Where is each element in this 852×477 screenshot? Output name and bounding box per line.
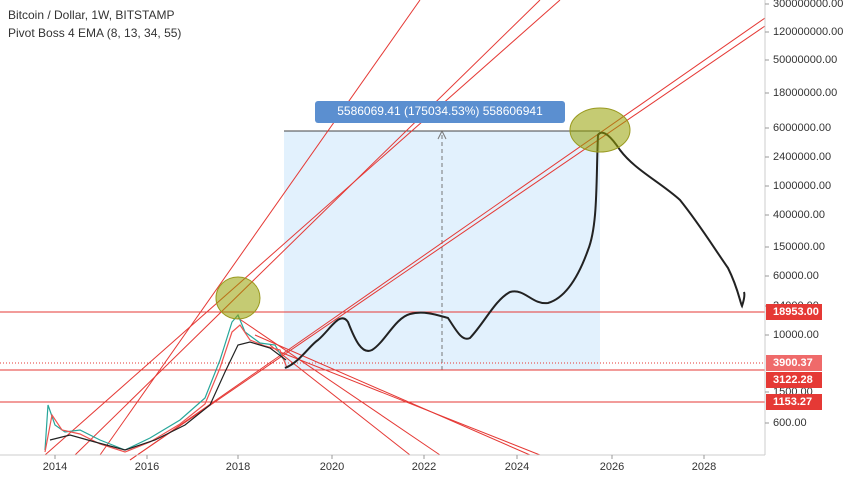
price-badge-label: 3122.28 — [773, 374, 813, 386]
time-tick-label: 2020 — [320, 461, 344, 473]
price-badge — [766, 394, 822, 410]
price-tick-label: 600.00 — [773, 417, 807, 429]
indicator-label: Pivot Boss 4 EMA (8, 13, 34, 55) — [8, 26, 181, 40]
price-tick-label: 10000.00 — [773, 329, 819, 341]
projection-curve — [284, 131, 746, 369]
time-tick-label: 2028 — [692, 461, 716, 473]
price-badge — [766, 355, 822, 371]
highlight-circle — [569, 107, 631, 153]
price-tick-label: 1000000.00 — [773, 180, 831, 192]
price-badge-label: 18953.00 — [773, 306, 819, 318]
time-tick-label: 2018 — [226, 461, 250, 473]
trend-lines — [0, 0, 766, 461]
price-series — [44, 313, 288, 453]
price-tick-label: 18000000.00 — [773, 87, 837, 99]
measure-label-box — [315, 101, 565, 123]
price-tick-label: 2400000.00 — [773, 151, 831, 163]
price-tick-label: 400000.00 — [773, 209, 825, 221]
time-tick-label: 2016 — [135, 461, 159, 473]
measure-label: 5586069.41 (175034.53%) 558606941 — [337, 104, 543, 118]
time-tick-label: 2022 — [412, 461, 436, 473]
price-badge-label: 3900.37 — [773, 357, 813, 369]
time-tick-label: 2024 — [505, 461, 529, 473]
price-tick-label: 300000000.00 — [773, 0, 843, 10]
price-tick-label: 150000.00 — [773, 241, 825, 253]
price-badge-label: 1153.27 — [773, 396, 812, 408]
price-tick-label: 120000000.00 — [773, 26, 843, 38]
chart-title: Bitcoin / Dollar, 1W, BITSTAMP — [8, 8, 175, 22]
price-badge — [766, 304, 822, 320]
price-tick-label: 6000000.00 — [773, 122, 831, 134]
price-tick-label: 50000000.00 — [773, 54, 837, 66]
highlight-circle — [215, 276, 261, 320]
time-tick-label: 2026 — [600, 461, 624, 473]
price-badge — [766, 372, 822, 388]
time-tick-label: 2014 — [43, 461, 67, 473]
price-tick-label: 60000.00 — [773, 270, 819, 282]
arrow-head — [437, 129, 447, 140]
